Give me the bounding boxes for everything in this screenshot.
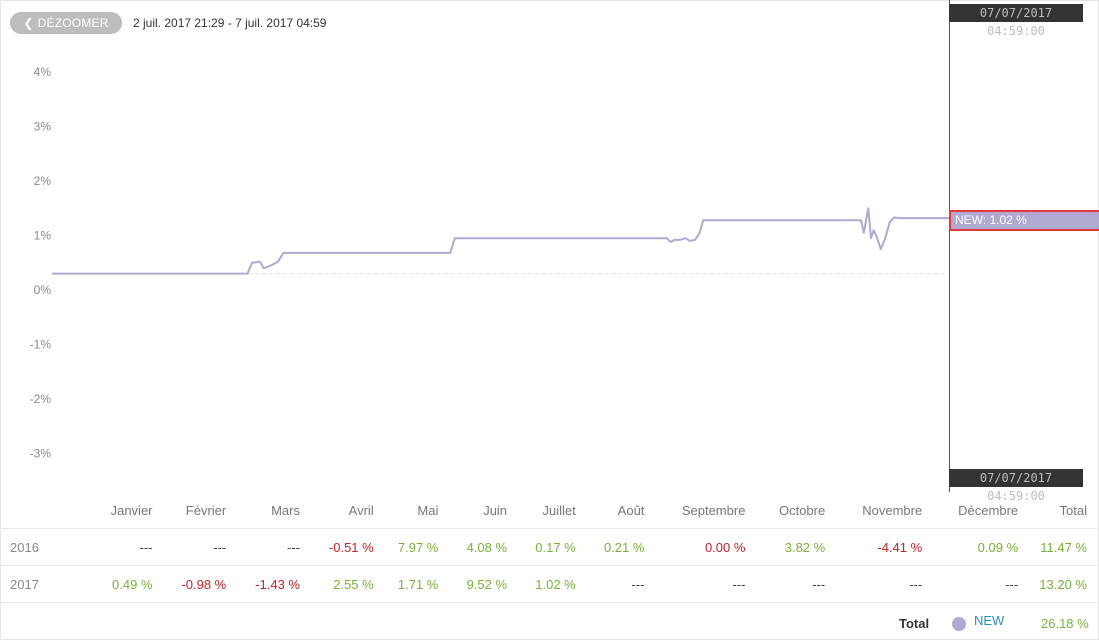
table-cell: 7.97 % — [373, 528, 439, 566]
y-tick-label: -1% — [30, 338, 52, 352]
row-year: 2017 — [0, 565, 81, 603]
table-row: 2017 0.49 % -0.98 % -1.43 % 2.55 % 1.71 … — [0, 565, 1097, 603]
table-cell: 0.09 % — [922, 528, 1019, 566]
header-month: Février — [152, 492, 227, 529]
zoom-out-label: DÉZOOMER — [37, 16, 109, 30]
series-lines — [52, 207, 949, 275]
header-month: Octobre — [745, 492, 826, 529]
table-cell: 3.82 % — [745, 528, 826, 566]
table-cell: --- — [644, 565, 746, 603]
table-header-row: Janvier Février Mars Avril Mai Juin Juil… — [0, 492, 1097, 529]
y-tick-label: 1% — [34, 229, 52, 243]
table-cell: 0.00 % — [644, 528, 746, 566]
table-cell: --- — [745, 565, 826, 603]
table-cell: 0.17 % — [507, 528, 576, 566]
header-month: Septembre — [644, 492, 746, 529]
header-month: Juin — [438, 492, 508, 529]
header-year — [0, 492, 81, 529]
table-cell: -4.41 % — [825, 528, 923, 566]
table-cell: -1.43 % — [226, 565, 300, 603]
legend-series-name[interactable]: NEW — [974, 613, 1005, 628]
crosshair-bottom-label: 07/07/2017 04:59:00 — [949, 469, 1083, 503]
table-cell: 13.20 % — [1018, 565, 1097, 603]
table-cell: 1.71 % — [373, 565, 439, 603]
date-range-label: 2 juil. 2017 21:29 - 7 juil. 2017 04:59 — [133, 16, 327, 30]
table-row: 2016 --- --- --- -0.51 % 7.97 % 4.08 % 0… — [0, 528, 1097, 566]
y-tick-label: 3% — [34, 120, 52, 134]
zoom-out-button[interactable]: ❮ DÉZOOMER — [10, 12, 122, 34]
table-cell: 4.08 % — [438, 528, 508, 566]
header-month: Décembre — [922, 492, 1019, 529]
table-cell: 9.52 % — [438, 565, 508, 603]
y-axis: 4% 3% 2% 1% 0% -1% -2% -3% — [30, 65, 52, 461]
header-month: Mars — [226, 492, 300, 529]
header-month: Janvier — [80, 492, 153, 529]
row-year: 2016 — [0, 528, 81, 566]
table-cell: -0.98 % — [152, 565, 227, 603]
header-month: Mai — [373, 492, 439, 529]
y-tick-label: 4% — [34, 65, 52, 79]
y-tick-label: -3% — [30, 447, 52, 461]
table-cell: --- — [575, 565, 645, 603]
header-total: Total — [1018, 492, 1097, 529]
table-cell: 0.49 % — [80, 565, 153, 603]
y-tick-label: -2% — [30, 392, 52, 406]
header-month: Juillet — [507, 492, 576, 529]
table-cell: --- — [80, 528, 153, 566]
table-cell: --- — [922, 565, 1019, 603]
series-tooltip: NEW: 1.02 % — [949, 210, 1099, 231]
table-cell: 0.21 % — [575, 528, 645, 566]
total-row: Total NEW 26.18 % — [0, 604, 1097, 640]
y-tick-label: 2% — [34, 174, 52, 188]
header-month: Novembre — [825, 492, 923, 529]
monthly-performance-table: Janvier Février Mars Avril Mai Juin Juil… — [0, 492, 1097, 603]
table-cell: 2.55 % — [299, 565, 374, 603]
header-month: Avril — [299, 492, 374, 529]
table-cell: --- — [825, 565, 923, 603]
header-month: Août — [575, 492, 645, 529]
table-cell: 11.47 % — [1018, 528, 1097, 566]
legend-dot-icon — [952, 617, 966, 631]
total-value: 26.18 % — [1041, 616, 1089, 631]
total-label: Total — [899, 616, 930, 631]
series-line-new[interactable] — [52, 207, 949, 275]
table-cell: -0.51 % — [299, 528, 374, 566]
chevron-left-icon: ❮ — [23, 16, 34, 30]
y-tick-label: 0% — [34, 283, 52, 297]
table-cell: 1.02 % — [507, 565, 576, 603]
crosshair-top-label: 07/07/2017 04:59:00 — [949, 4, 1083, 38]
table-cell: --- — [152, 528, 227, 566]
table-cell: --- — [226, 528, 300, 566]
line-chart[interactable]: 4% 3% 2% 1% 0% -1% -2% -3% — [0, 0, 1099, 492]
